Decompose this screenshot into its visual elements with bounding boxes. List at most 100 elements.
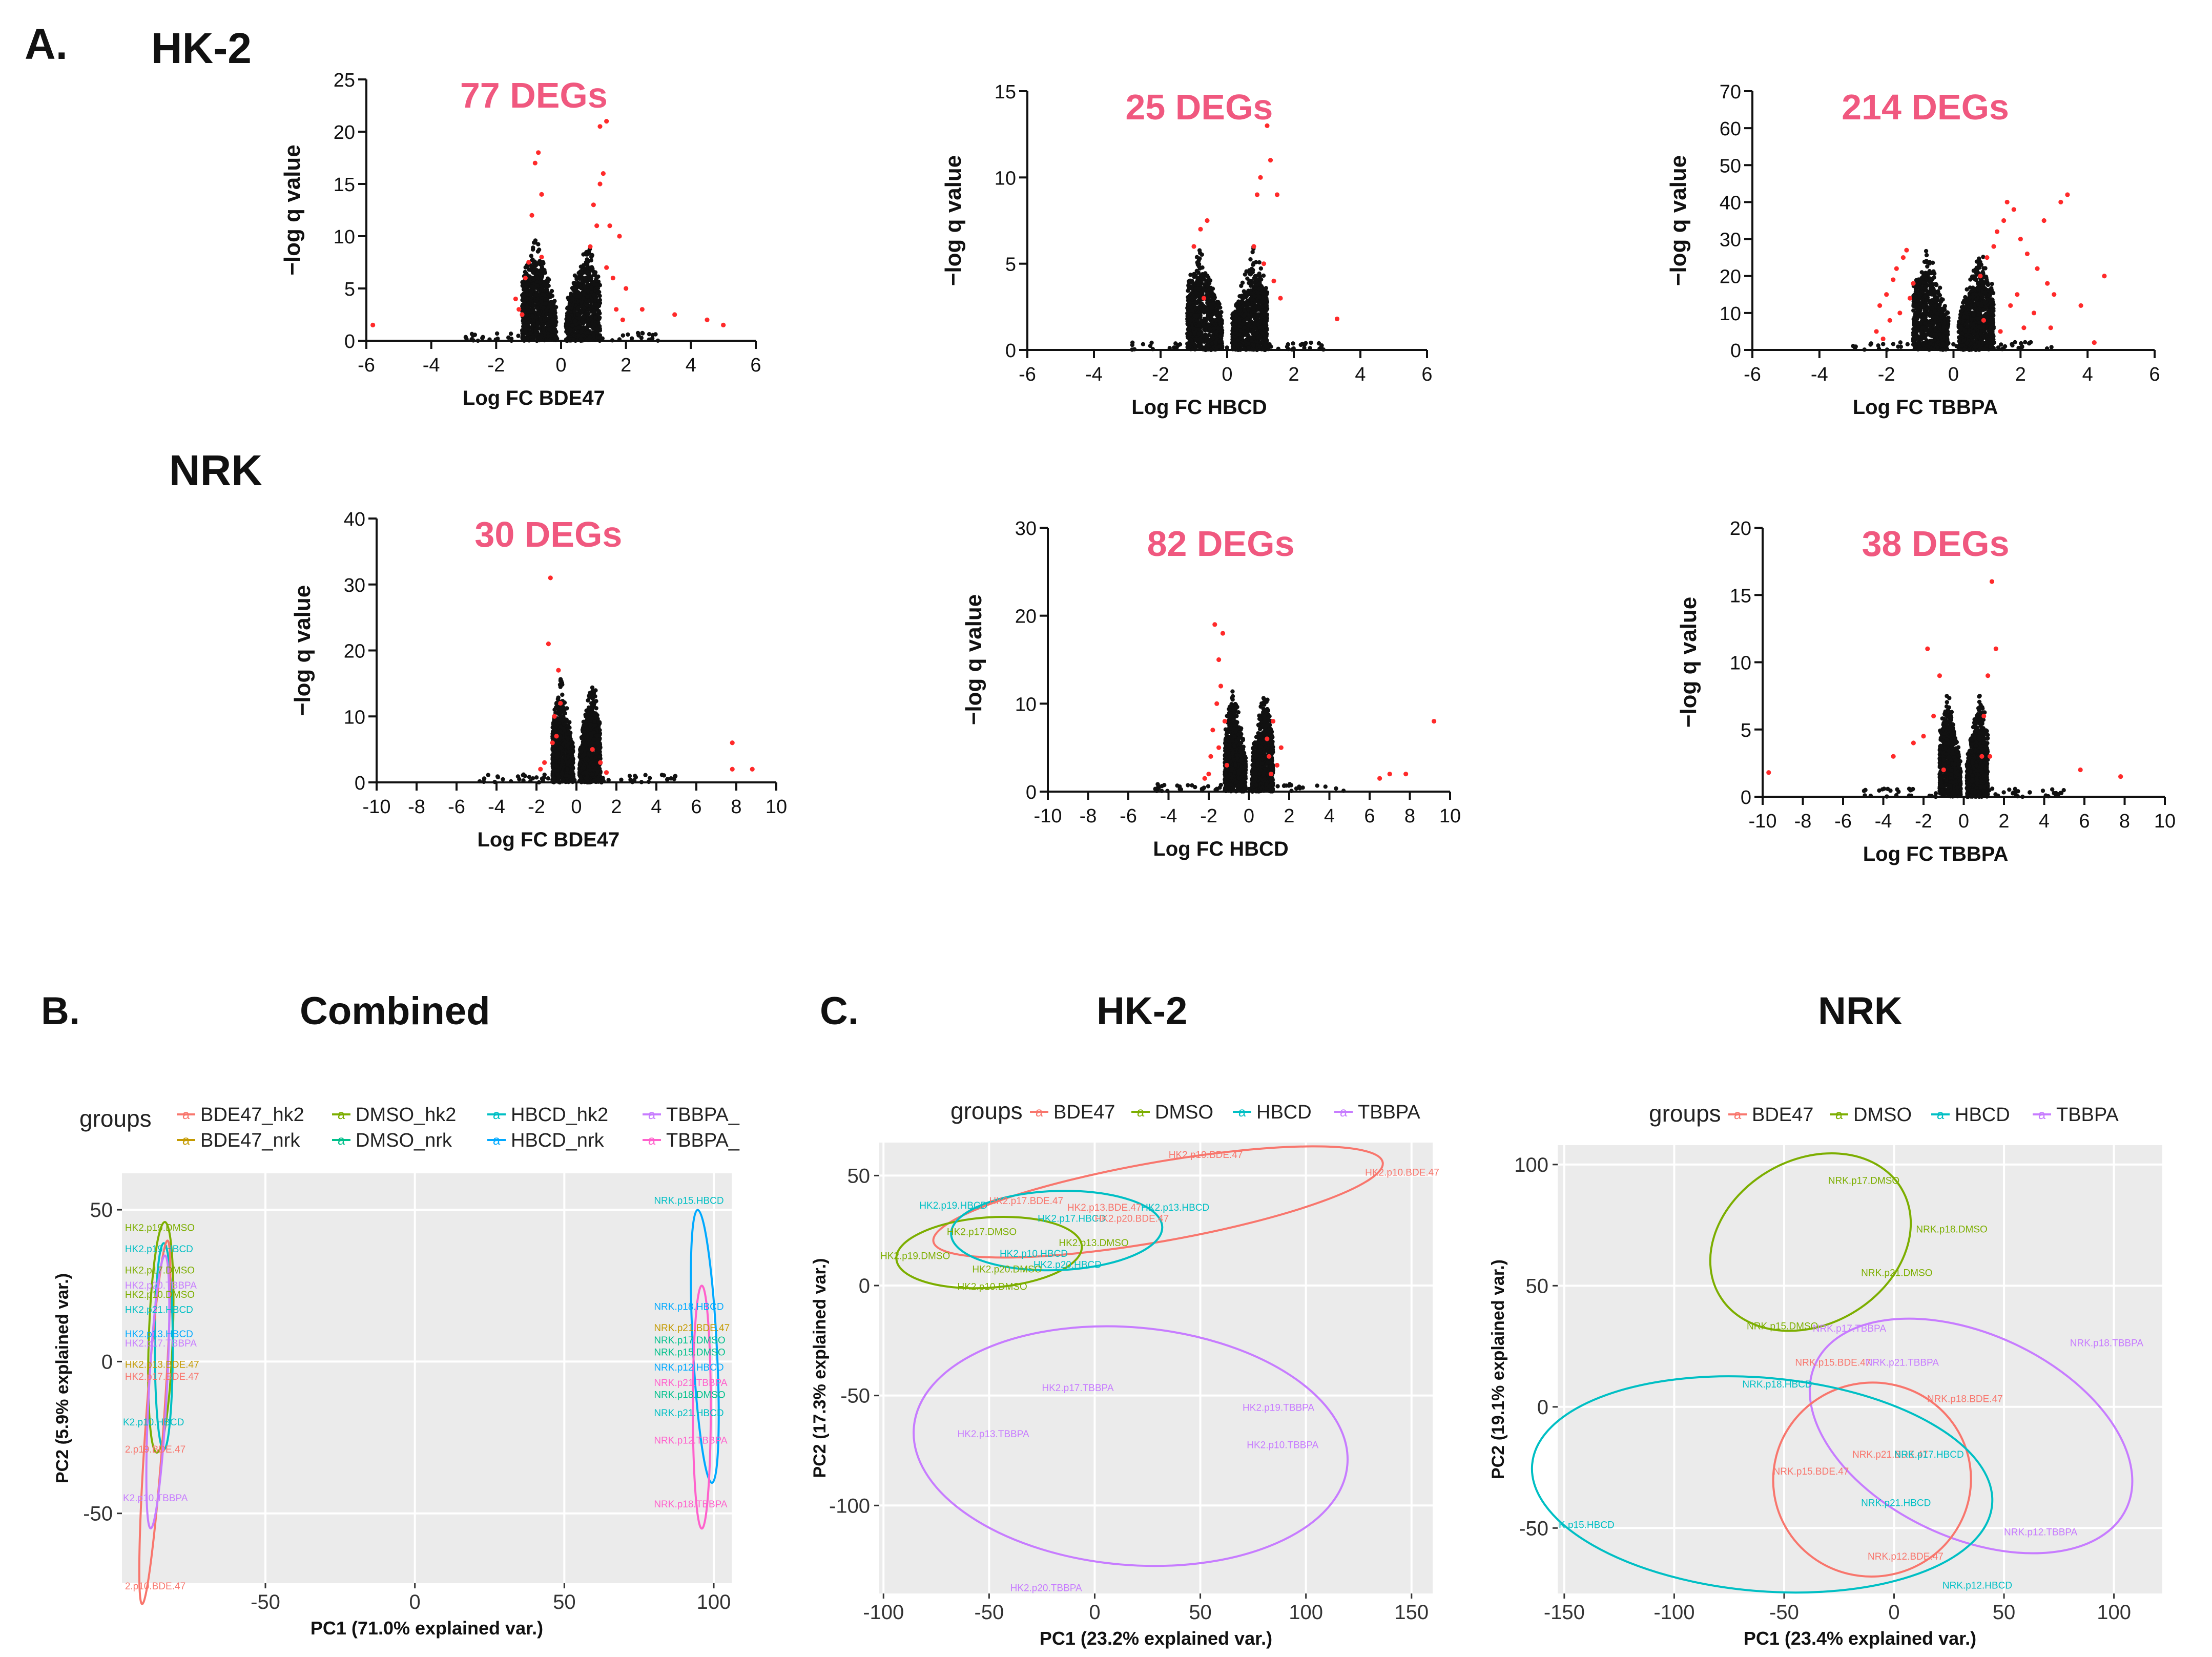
nonsig-point [1202,288,1206,293]
nonsig-point [596,290,601,295]
row-label-hk2: HK-2 [151,24,252,72]
nonsig-point [522,318,526,323]
nonsig-point [1969,322,1973,326]
nonsig-point [576,305,581,310]
y-tick-label: 40 [1720,192,1741,214]
nonsig-point [1951,342,1956,347]
nonsig-point [1988,293,1992,298]
nonsig-point [592,322,597,327]
nonsig-point [1251,280,1256,285]
nonsig-point [1992,340,1996,345]
sig-point [1998,329,2003,334]
nonsig-point [1977,262,1981,267]
nonsig-point [550,333,554,338]
nonsig-point [1925,264,1930,269]
nonsig-point [1968,277,1973,282]
nonsig-point [493,337,498,342]
nonsig-point [1944,330,1949,335]
sig-point [2092,340,2097,345]
nonsig-point [1235,327,1239,332]
x-tick-label: -2 [528,796,545,818]
nonsig-point [553,305,559,309]
nonsig-point [522,300,527,305]
nonsig-point [1944,343,1949,347]
nonsig-point [1257,260,1262,265]
nonsig-point [1201,347,1206,351]
nonsig-point [597,324,602,328]
nonsig-point [1980,270,1985,275]
nonsig-point [568,303,572,307]
nonsig-point [1263,293,1268,298]
nonsig-point [577,315,582,320]
sig-point [705,317,710,322]
nonsig-point [1898,344,1904,349]
nonsig-point [1302,342,1307,347]
x-tick-label: -4 [488,796,505,818]
nonsig-point [584,319,588,324]
nonsig-point [520,304,525,308]
nonsig-point [1208,327,1212,332]
sig-point [1874,329,1879,334]
nonsig-point [2019,341,2023,346]
nonsig-point [1192,342,1197,347]
nonsig-point [1965,324,1970,328]
sig-point [2015,292,2020,297]
nonsig-point [1969,317,1974,322]
sig-point [513,296,518,302]
nonsig-point [647,332,652,337]
sig-point [1984,255,1990,260]
y-axis-label: −log q value [941,155,966,286]
section-label-b: B. [41,989,80,1033]
nonsig-point [494,331,500,336]
x-tick-label: 10 [766,796,787,818]
nonsig-point [1217,339,1222,344]
sig-point [1268,158,1273,163]
nonsig-point [566,310,571,315]
y-tick-label: 10 [344,707,365,728]
x-axis-label: Log FC HBCD [1131,396,1267,419]
nonsig-point [2023,340,2028,345]
nonsig-point [1937,332,1942,337]
nonsig-point [1250,250,1255,255]
nonsig-point [1216,304,1221,308]
nonsig-point [1196,331,1201,336]
nonsig-point [1935,311,1940,316]
nonsig-point [547,293,552,298]
nonsig-point [1928,327,1933,332]
nonsig-point [1959,343,1964,348]
nonsig-point [1200,308,1205,313]
nonsig-point [1976,287,1981,292]
nonsig-point [650,336,655,341]
y-tick-label: 70 [1720,81,1741,103]
nonsig-point [1931,286,1936,291]
nonsig-point [565,319,570,324]
nonsig-point [1911,339,1916,344]
nonsig-point [540,272,545,277]
nonsig-point [1207,322,1212,327]
x-tick-label: -8 [408,796,425,818]
row-label-nrk: NRK [169,446,262,494]
sig-point [610,276,615,281]
nonsig-point [1250,291,1254,296]
nonsig-point [1885,347,1890,352]
nonsig-point [1911,302,1916,307]
nonsig-point [526,323,530,328]
nonsig-point [1973,345,1977,349]
nonsig-point [574,322,578,327]
nonsig-point [1246,341,1251,346]
nonsig-point [1173,341,1178,346]
y-tick-label: 15 [334,174,355,196]
nonsig-point [1267,342,1272,347]
nonsig-point [1196,344,1202,349]
sig-point [1274,192,1280,197]
nonsig-point [531,303,536,308]
y-tick-label: 20 [344,641,365,662]
nonsig-point [1245,329,1249,335]
nonsig-point [578,309,583,314]
nonsig-point [578,329,584,334]
nonsig-point [1195,337,1201,342]
nonsig-point [539,333,544,338]
nonsig-point [1248,272,1253,277]
sig-point [523,276,528,281]
